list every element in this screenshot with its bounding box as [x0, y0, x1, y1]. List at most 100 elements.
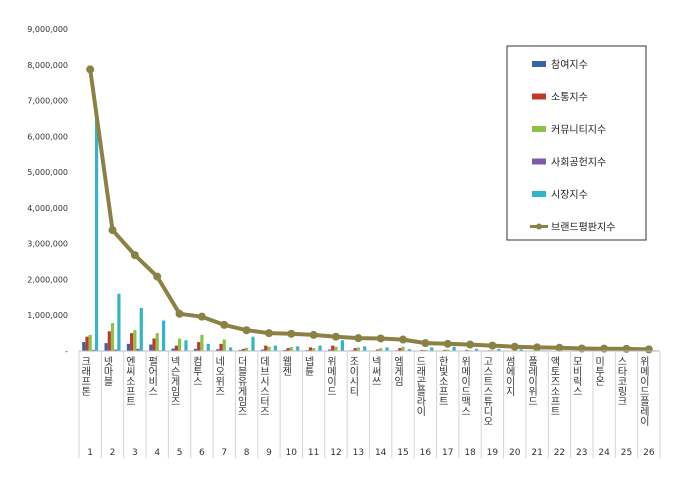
category-label: 엔씨소프트: [123, 356, 135, 406]
line-series: [86, 65, 653, 354]
line-point: [510, 342, 519, 351]
line-point: [197, 312, 206, 321]
bar: [273, 345, 277, 351]
bar: [152, 338, 156, 351]
line-point: [577, 344, 586, 353]
bar: [94, 118, 99, 351]
rank-label: 11: [308, 448, 319, 458]
bar: [289, 347, 293, 351]
line-point: [287, 329, 296, 338]
category-label: 썸에이지: [503, 356, 515, 397]
bar: [171, 348, 175, 351]
rank-label: 6: [199, 448, 205, 458]
rank-label: 23: [576, 448, 587, 458]
rank-label: 25: [621, 448, 632, 458]
bar: [219, 343, 223, 351]
rank-label: 17: [442, 448, 453, 458]
bar: [136, 348, 140, 351]
line-point: [242, 326, 251, 335]
bar: [241, 348, 245, 351]
legend-swatch: [532, 158, 546, 165]
legend-box: [506, 45, 647, 241]
bar-series: [82, 118, 657, 351]
y-tick-label: 2,000,000: [27, 275, 68, 284]
rank-label: 13: [353, 448, 364, 458]
bar: [442, 349, 447, 351]
bar: [308, 347, 313, 351]
bar: [85, 336, 89, 351]
bar: [174, 345, 178, 351]
rank-label: 24: [598, 448, 610, 458]
category-label: 크래프톤: [79, 356, 91, 396]
line-point: [555, 343, 564, 352]
bar: [465, 349, 469, 351]
category-label: 미투온: [593, 356, 605, 386]
bar: [286, 348, 290, 351]
bar: [430, 347, 434, 351]
bar: [155, 333, 159, 351]
y-tick-label: 8,000,000: [27, 61, 68, 70]
legend-swatch: [532, 126, 546, 132]
category-label: 더블유게임즈: [235, 356, 247, 416]
line-point: [421, 339, 430, 348]
line-point: [309, 330, 318, 339]
category-label: 모비릭스: [570, 356, 582, 396]
bar: [251, 336, 255, 351]
line-point: [153, 272, 162, 281]
line-point: [220, 320, 229, 329]
rank-label: 10: [286, 448, 298, 458]
category-label: 플레이위드: [526, 356, 538, 406]
category-label: 스타코링크: [615, 356, 627, 406]
category-label: 넥슨게임즈: [168, 356, 180, 406]
rank-label: 20: [509, 448, 521, 458]
category-label: 액토즈소프트: [548, 356, 560, 416]
legend-swatch: [532, 191, 546, 197]
bar: [356, 347, 360, 351]
bar: [260, 349, 265, 351]
bar: [117, 293, 121, 351]
category-label: 데브시스터즈: [257, 356, 269, 416]
bar: [379, 348, 383, 351]
rank-label: 5: [177, 448, 183, 458]
line-point: [86, 65, 95, 74]
legend-swatch: [532, 93, 546, 100]
bar: [162, 320, 166, 351]
rank-label: 4: [154, 448, 160, 458]
bar: [318, 345, 322, 351]
category-label: 위메이드: [324, 355, 336, 396]
bar: [139, 308, 143, 351]
line-point: [443, 339, 452, 348]
legend-label: 소통지수: [551, 92, 588, 104]
bar: [497, 348, 501, 351]
rank-label: 26: [643, 448, 655, 458]
bar: [193, 348, 198, 351]
line-point: [488, 341, 497, 350]
rank-label: 18: [464, 448, 476, 458]
y-tick-label: -: [65, 347, 68, 356]
line-point: [354, 334, 363, 343]
bar: [423, 349, 427, 351]
bar: [398, 348, 402, 351]
line-point: [644, 345, 653, 354]
line-point: [331, 332, 340, 341]
rank-label: 2: [110, 448, 116, 458]
bar: [401, 346, 405, 351]
bar: [149, 344, 153, 351]
category-label: 넷마블: [101, 356, 113, 386]
bar: [216, 349, 220, 351]
bar: [474, 348, 479, 351]
bar: [200, 334, 204, 351]
bar: [184, 340, 188, 351]
rank-label: 8: [244, 448, 250, 458]
line-point: [175, 309, 184, 318]
bar: [88, 334, 92, 351]
category-label: 펄어비스: [146, 356, 158, 396]
legend-label: 시장지수: [551, 189, 588, 201]
line-point: [399, 335, 408, 344]
bar: [238, 349, 242, 351]
legend-swatch: [536, 223, 542, 230]
category-label: 고스트스튜디오: [481, 356, 493, 426]
category-label: 위메이드플레이: [637, 355, 649, 427]
category-label: 드래곤플라이: [414, 356, 426, 417]
